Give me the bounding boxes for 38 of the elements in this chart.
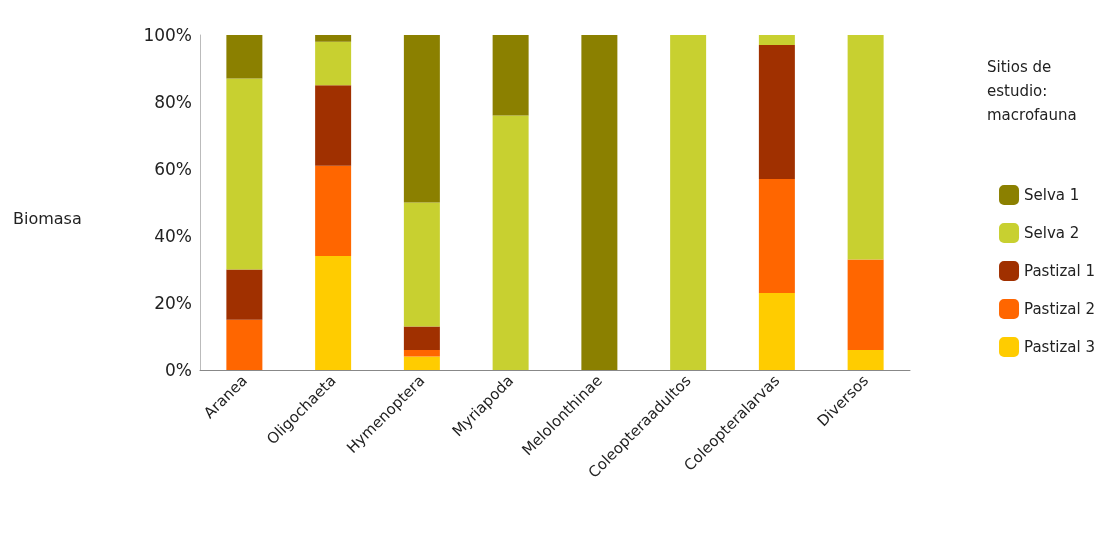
bar xyxy=(315,35,352,42)
y-tick-label: 80% xyxy=(154,92,192,112)
bar xyxy=(226,269,263,320)
bar xyxy=(758,45,795,180)
y-tick-label: 20% xyxy=(154,293,192,313)
bar xyxy=(492,115,529,370)
bar xyxy=(847,349,884,370)
bar xyxy=(758,292,795,370)
bar xyxy=(403,326,440,350)
bar xyxy=(847,259,884,350)
bar xyxy=(758,179,795,293)
legend-label: Pastizal 1 xyxy=(1024,262,1096,280)
bar xyxy=(758,35,795,46)
bar xyxy=(403,349,440,357)
legend-label: Selva 1 xyxy=(1024,186,1080,204)
bar xyxy=(315,85,352,166)
bar xyxy=(315,256,352,370)
y-tick-label: 0% xyxy=(165,360,192,380)
bar xyxy=(492,35,529,116)
legend-label: Pastizal 2 xyxy=(1024,300,1096,318)
bar xyxy=(403,202,440,327)
bar xyxy=(403,356,440,370)
bar xyxy=(226,35,263,79)
legend-label: Selva 2 xyxy=(1024,224,1080,242)
legend-title: Sitios de estudio: macrofauna xyxy=(987,58,1077,124)
y-tick-label: 40% xyxy=(154,226,192,246)
bar xyxy=(226,319,263,370)
bar xyxy=(315,41,352,86)
y-tick-label: 100% xyxy=(143,25,192,45)
bar xyxy=(315,165,352,257)
bar xyxy=(847,35,884,260)
legend-label: Pastizal 3 xyxy=(1024,338,1096,356)
bar xyxy=(670,35,707,370)
bar xyxy=(226,78,263,270)
y-tick-label: 60% xyxy=(154,159,192,179)
bar xyxy=(581,35,618,370)
bar xyxy=(403,35,440,203)
y-axis-title: Biomasa xyxy=(13,208,82,228)
